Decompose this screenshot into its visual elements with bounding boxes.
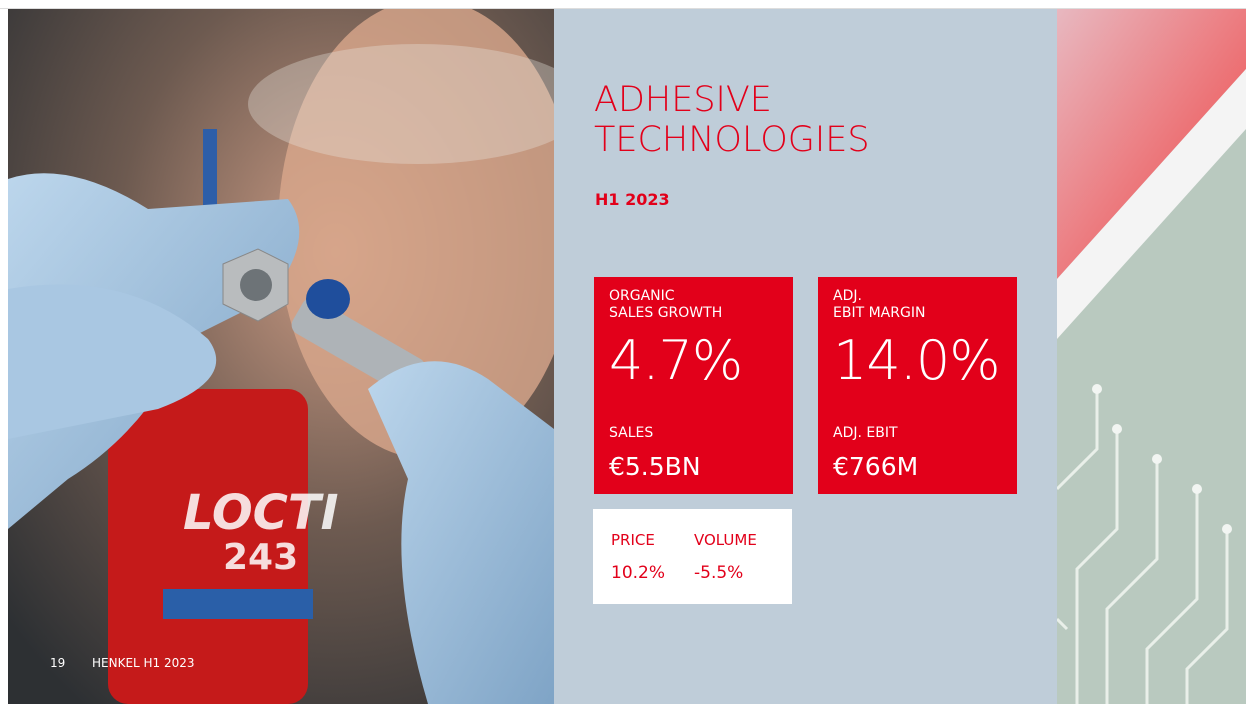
breakdown-value: -5.5% <box>694 563 744 583</box>
photo-right <box>1057 9 1246 704</box>
kpi-value: 4.7% <box>609 329 743 392</box>
top-border <box>0 0 1246 9</box>
kpi-sub-value: €766M <box>833 452 919 481</box>
page-number: 19 <box>50 656 66 670</box>
kpi-value: 14.0% <box>833 329 1001 392</box>
kpi-label: SALES GROWTH <box>609 305 723 321</box>
breakdown-label: VOLUME <box>694 531 757 549</box>
kpi-sub-label: SALES <box>609 425 654 441</box>
kpi-sub-label: ADJ. EBIT <box>833 425 898 441</box>
title: ADHESIVE TECHNOLOGIES <box>594 80 870 160</box>
breakdown-label: PRICE <box>611 531 655 549</box>
kpi-label: ORGANIC <box>609 288 675 304</box>
svg-text:LOCTI: LOCTI <box>183 485 339 541</box>
title-line: ADHESIVE <box>594 80 772 120</box>
kpi-label: EBIT MARGIN <box>833 305 926 321</box>
svg-text:243: 243 <box>223 537 298 578</box>
kpi-box: ORGANIC SALES GROWTH 4.7% SALES €5.5BN <box>594 277 793 494</box>
breakdown-box: PRICE 10.2% VOLUME -5.5% <box>593 509 792 604</box>
kpi-box: ADJ. EBIT MARGIN 14.0% ADJ. EBIT €766M <box>818 277 1017 494</box>
breakdown-value: 10.2% <box>611 563 666 583</box>
kpi-label: ADJ. <box>833 288 862 304</box>
kpi-sub-value: €5.5BN <box>609 452 701 481</box>
title-line: TECHNOLOGIES <box>594 120 870 160</box>
footer-text: HENKEL H1 2023 <box>92 656 195 670</box>
subtitle: H1 2023 <box>595 190 670 209</box>
photo-left: LOCTI 243 <box>8 9 554 704</box>
